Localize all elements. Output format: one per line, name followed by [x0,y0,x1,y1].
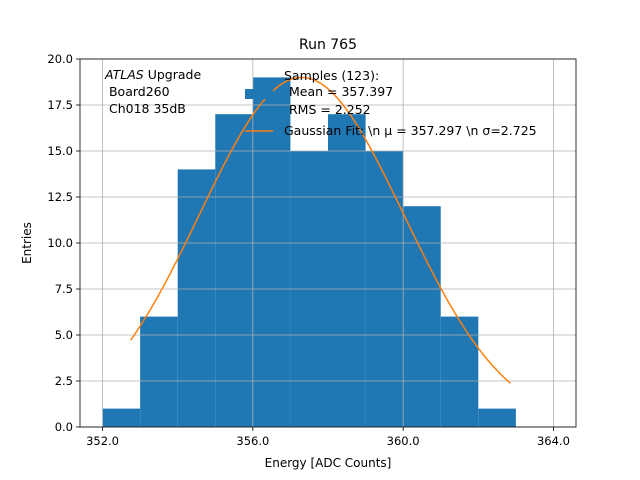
y-tick-label: 0.0 [55,420,73,434]
y-tick-label: 2.5 [55,374,73,388]
histogram-bar [440,316,479,427]
legend-mean-text: Mean = 357.397 [289,84,393,99]
legend-rms-text: RMS = 2.252 [289,102,371,117]
y-tick-label: 10.0 [47,236,73,250]
y-axis-ticks: 0.0 2.5 5.0 7.5 10.0 12.5 15.0 17.5 20.0 [47,52,80,434]
legend-samples-swatch [245,89,273,99]
legend-samples-title: Samples (123): [284,68,379,83]
x-axis-ticks: 352.0 356.0 360.0 364.0 [86,427,570,448]
x-tick-label: 360.0 [387,434,420,448]
annotation-line-2: Board260 [105,84,170,99]
annotation-line-3: Ch018 35dB [105,101,186,116]
histogram-bar [140,316,178,427]
histogram-bar [403,206,441,427]
y-tick-label: 17.5 [47,98,73,112]
atlas-annotation: ATLAS Upgrade Board260 Ch018 35dB [104,67,201,116]
x-tick-label: 356.0 [236,434,269,448]
atlas-italic-label: ATLAS [104,67,144,82]
x-tick-label: 364.0 [537,434,570,448]
x-tick-label: 352.0 [86,434,119,448]
histogram-bar [102,408,141,427]
y-tick-label: 15.0 [47,144,73,158]
y-tick-label: 12.5 [47,190,73,204]
histogram-bar [177,169,216,427]
histogram-bar [328,114,366,427]
y-tick-label: 5.0 [55,328,73,342]
x-axis-label: Energy [ADC Counts] [265,456,392,470]
annotation-line-1: ATLAS Upgrade [104,67,201,82]
y-tick-label: 7.5 [55,282,73,296]
gaussian-fit-curve [130,76,511,384]
y-tick-label: 20.0 [47,52,73,66]
legend: Samples (123): Mean = 357.397 RMS = 2.25… [245,68,537,138]
y-axis-label: Entries [20,222,34,264]
annotation-upgrade-text: Upgrade [144,67,202,82]
chart-title: Run 765 [299,37,357,53]
histogram-bar [215,114,253,427]
legend-fit-label: Gaussian Fit: \n μ = 357.297 \n σ=2.725 [284,123,537,138]
histogram-bar [252,77,291,428]
histogram-bar [478,408,516,427]
